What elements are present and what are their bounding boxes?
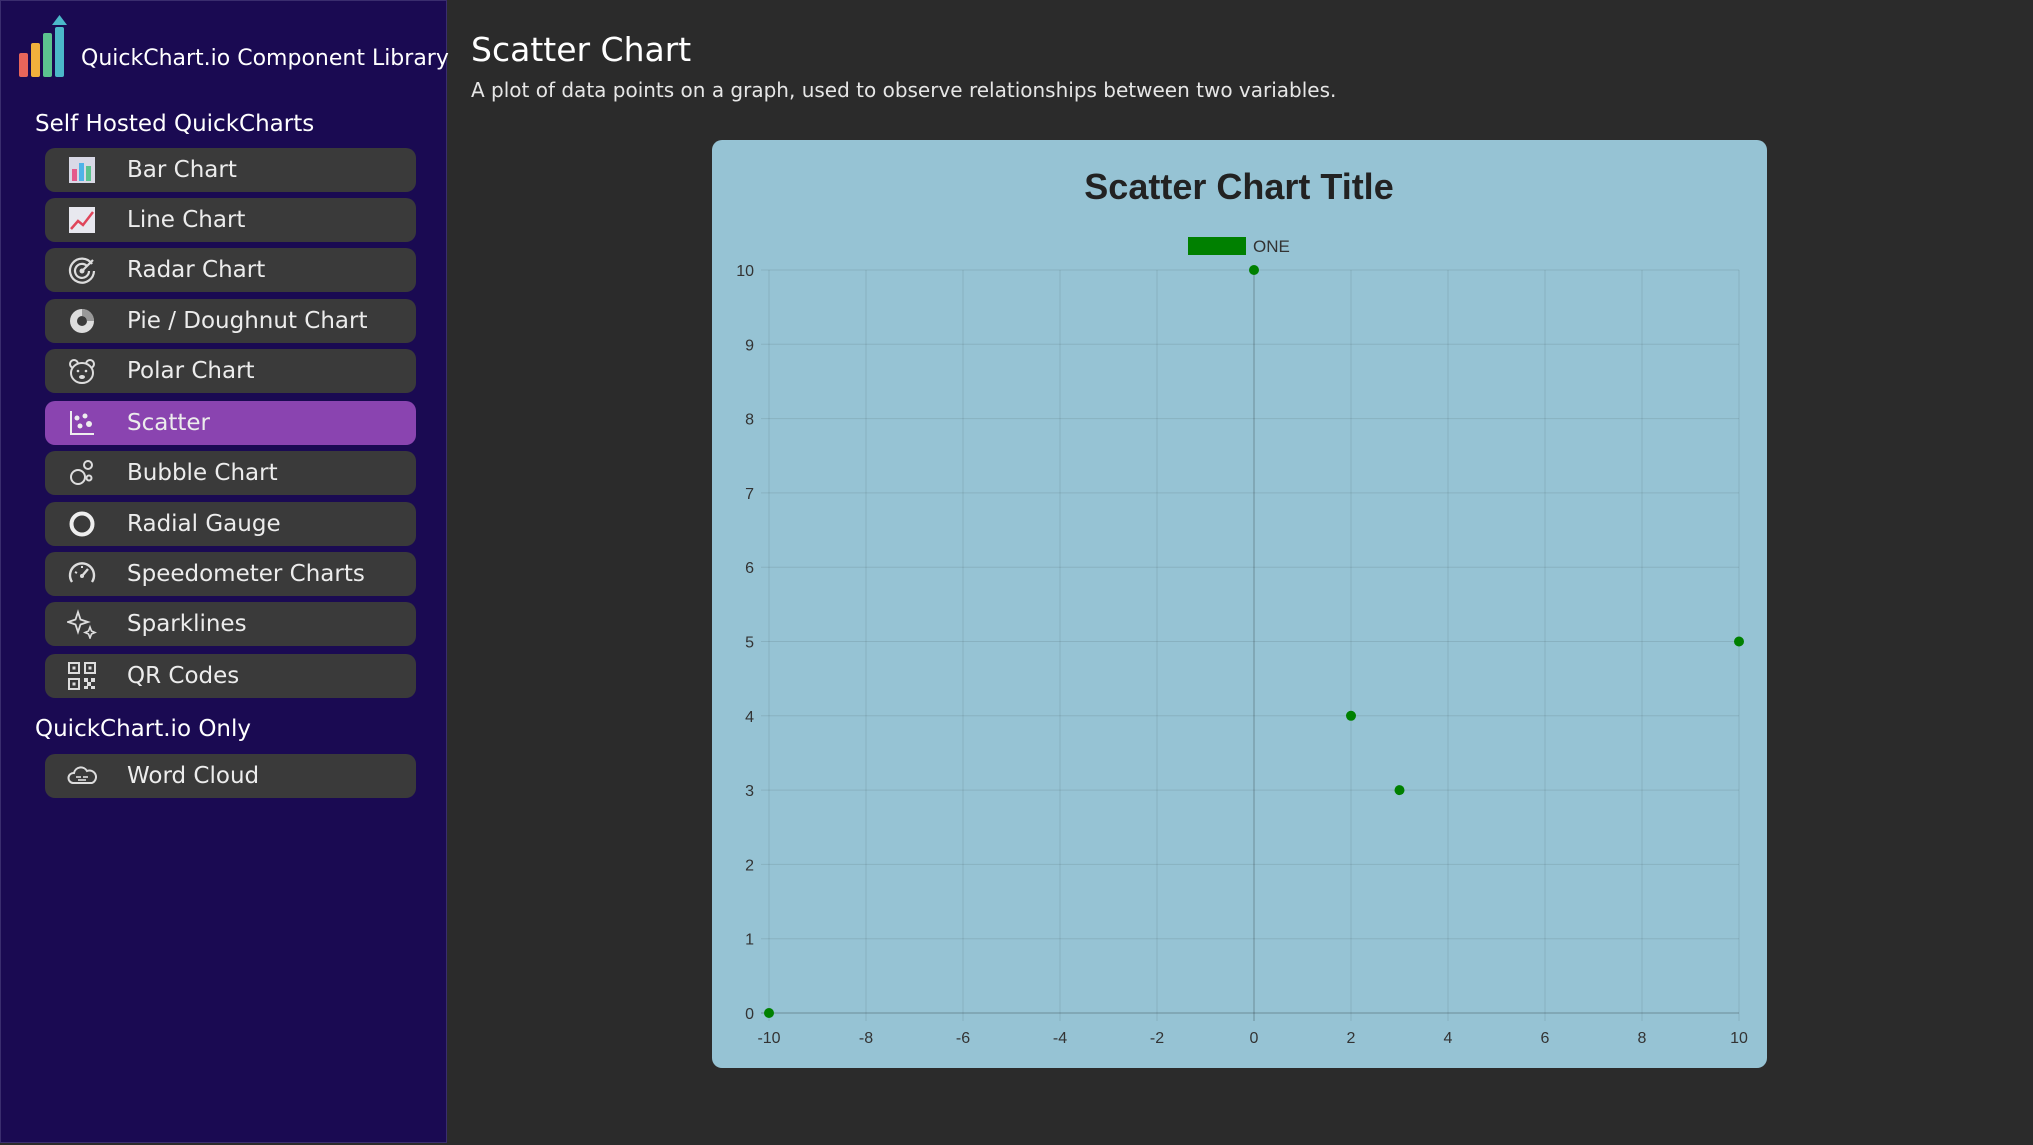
sidebar-item-label: Polar Chart (127, 358, 255, 384)
y-tick-label: 5 (745, 635, 754, 652)
sidebar-item-qr-codes[interactable]: QR Codes (45, 654, 416, 698)
line-chart-icon (65, 203, 99, 237)
scatter-point[interactable] (1394, 785, 1405, 796)
sidebar-item-label: Bar Chart (127, 157, 237, 183)
brand[interactable]: QuickChart.io Component Library (19, 15, 449, 79)
y-tick-label: 0 (745, 1006, 754, 1023)
y-tick-label: 4 (745, 709, 754, 726)
y-tick-label: 2 (745, 857, 754, 874)
x-tick-label: 0 (1250, 1030, 1259, 1047)
section-title-self-hosted: Self Hosted QuickCharts (35, 111, 315, 137)
sidebar-item-label: Word Cloud (127, 763, 260, 789)
sidebar-item-pie-chart[interactable]: Pie / Doughnut Chart (45, 299, 416, 343)
y-tick-label: 9 (745, 337, 754, 354)
x-tick-label: -8 (859, 1030, 873, 1047)
sidebar-item-label: Bubble Chart (127, 460, 278, 486)
x-tick-label: -6 (956, 1030, 970, 1047)
radar-chart-icon (65, 253, 99, 287)
y-tick-label: 10 (736, 263, 754, 280)
bubble-chart-icon (65, 456, 99, 490)
legend-label: ONE (1253, 237, 1290, 256)
y-tick-label: 6 (745, 560, 754, 577)
x-tick-label: -2 (1150, 1030, 1164, 1047)
sidebar-item-label: Scatter (127, 410, 210, 436)
cloud-icon (65, 759, 99, 793)
sparkles-icon (65, 607, 99, 641)
sidebar: QuickChart.io Component Library Self Hos… (0, 0, 449, 1143)
qr-code-icon (65, 659, 99, 693)
page-title: Scatter Chart (471, 30, 692, 69)
chart-points (764, 265, 1744, 1018)
page-description: A plot of data points on a graph, used t… (471, 78, 1337, 102)
pie-chart-icon (65, 304, 99, 338)
sidebar-item-bar-chart[interactable]: Bar Chart (45, 148, 416, 192)
x-tick-label: 8 (1638, 1030, 1647, 1047)
sidebar-item-label: Line Chart (127, 207, 246, 233)
sidebar-item-line-chart[interactable]: Line Chart (45, 198, 416, 242)
y-tick-label: 1 (745, 932, 754, 949)
sidebar-item-polar-chart[interactable]: Polar Chart (45, 349, 416, 393)
sidebar-item-radial-gauge[interactable]: Radial Gauge (45, 502, 416, 546)
legend-swatch (1188, 237, 1246, 255)
sidebar-item-sparklines[interactable]: Sparklines (45, 602, 416, 646)
sidebar-item-label: Sparklines (127, 611, 247, 637)
bar-chart-icon (65, 153, 99, 187)
app-title: QuickChart.io Component Library (81, 46, 449, 71)
chart-axes (761, 270, 1739, 1021)
scatter-chart: -10 -8 -6 -4 -2 0 2 4 6 8 10 0 1 2 3 4 5 6 7 8 9 10 Scatter C… (736, 166, 1748, 1047)
sidebar-item-label: Radar Chart (127, 257, 266, 283)
scatter-point[interactable] (764, 1008, 774, 1018)
sidebar-item-radar-chart[interactable]: Radar Chart (45, 248, 416, 292)
chart-grid (761, 269, 1740, 1021)
x-tick-label: -4 (1053, 1030, 1067, 1047)
sidebar-item-word-cloud[interactable]: Word Cloud (45, 754, 416, 798)
section-title-quickchart-only: QuickChart.io Only (35, 716, 252, 742)
y-tick-label: 7 (745, 486, 754, 503)
polar-bear-icon (65, 354, 99, 388)
scatter-point[interactable] (1249, 265, 1259, 275)
sidebar-item-bubble-chart[interactable]: Bubble Chart (45, 451, 416, 495)
quickchart-logo-icon (19, 15, 67, 77)
scatter-icon (65, 406, 99, 440)
y-tick-label: 3 (745, 783, 754, 800)
sidebar-item-speedometer[interactable]: Speedometer Charts (45, 552, 416, 596)
sidebar-item-scatter[interactable]: Scatter (45, 401, 416, 445)
sidebar-item-label: Radial Gauge (127, 511, 281, 537)
chart-tick-labels: -10 -8 -6 -4 -2 0 2 4 6 8 10 0 1 2 3 4 5 6 7 8 9 10 (736, 263, 1748, 1047)
scatter-point[interactable] (1346, 710, 1356, 721)
sidebar-item-label: Pie / Doughnut Chart (127, 308, 368, 334)
x-tick-label: 4 (1444, 1030, 1453, 1047)
x-tick-label: 2 (1347, 1030, 1356, 1047)
chart-title: Scatter Chart Title (1084, 166, 1393, 207)
x-tick-label: 10 (1730, 1030, 1748, 1047)
chart-legend[interactable]: ONE (1188, 237, 1290, 256)
speedometer-icon (65, 557, 99, 591)
sidebar-item-label: QR Codes (127, 663, 240, 689)
radial-gauge-icon (65, 507, 99, 541)
scatter-chart-card: -10 -8 -6 -4 -2 0 2 4 6 8 10 0 1 2 3 4 5 6 7 8 9 10 Scatter C… (712, 140, 1767, 1068)
scatter-point[interactable] (1734, 636, 1744, 647)
sidebar-item-label: Speedometer Charts (127, 561, 365, 587)
x-tick-label: 6 (1541, 1030, 1550, 1047)
x-tick-label: -10 (757, 1030, 780, 1047)
y-tick-label: 8 (745, 412, 754, 429)
